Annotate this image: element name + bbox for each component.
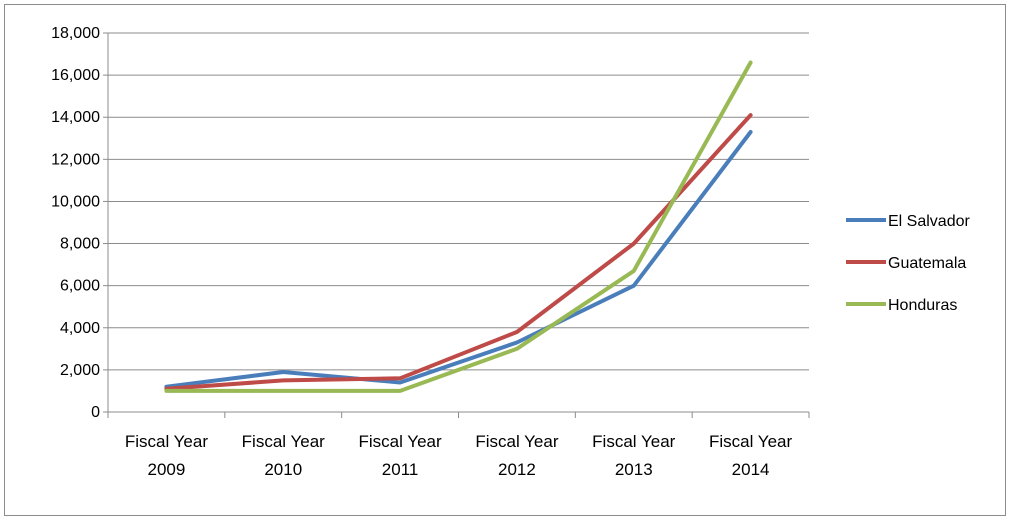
x-tick-label: Fiscal Year: [125, 432, 208, 451]
legend-label: Guatemala: [888, 255, 966, 272]
y-tick-label: 10,000: [51, 193, 100, 210]
y-axis-tick-labels: 0 2,000 4,000 6,000 8,000 10,000 12,000 14,000 1…: [51, 25, 100, 421]
x-tick-label: Fiscal Year: [709, 432, 792, 451]
x-axis-tick-labels: Fiscal Year 2009 Fiscal Year 2010 Fiscal Yea…: [125, 432, 793, 479]
series-line-honduras: [164, 60, 753, 393]
x-tick-label: Fiscal Year: [592, 432, 675, 451]
x-tick-label: 2014: [732, 460, 770, 479]
legend: El Salvador Guatemala Honduras: [846, 213, 970, 314]
y-tick-label: 12,000: [51, 151, 100, 168]
chart-frame: 0 2,000 4,000 6,000 8,000 10,000 12,000 14,000 1…: [4, 4, 1006, 516]
x-tick-label: Fiscal Year: [475, 432, 558, 451]
gridlines: [108, 32, 809, 371]
x-tick-label: 2009: [148, 460, 186, 479]
x-tick-label: 2011: [382, 460, 419, 479]
x-tick-label: 2013: [615, 460, 653, 479]
x-tick-label: Fiscal Year: [358, 432, 441, 451]
y-tick-label: 2,000: [60, 362, 100, 379]
legend-label: Honduras: [888, 297, 957, 314]
y-tick-label: 8,000: [60, 236, 100, 253]
y-tick-label: 14,000: [51, 109, 100, 126]
series-line-guatemala: [164, 113, 753, 391]
x-tick-label: 2010: [264, 460, 302, 479]
legend-label: El Salvador: [888, 213, 970, 230]
line-chart: 0 2,000 4,000 6,000 8,000 10,000 12,000 14,000 1…: [51, 25, 970, 479]
y-tick-label: 4,000: [60, 320, 100, 337]
axes: [103, 32, 810, 418]
series-lines: [164, 60, 753, 393]
x-tick-label: 2012: [498, 460, 536, 479]
y-tick-label: 18,000: [51, 25, 100, 42]
y-tick-label: 6,000: [60, 278, 100, 295]
y-tick-label: 0: [91, 404, 100, 421]
x-tick-label: Fiscal Year: [242, 432, 325, 451]
series-line-el-salvador: [164, 130, 753, 389]
y-tick-label: 16,000: [51, 67, 100, 84]
